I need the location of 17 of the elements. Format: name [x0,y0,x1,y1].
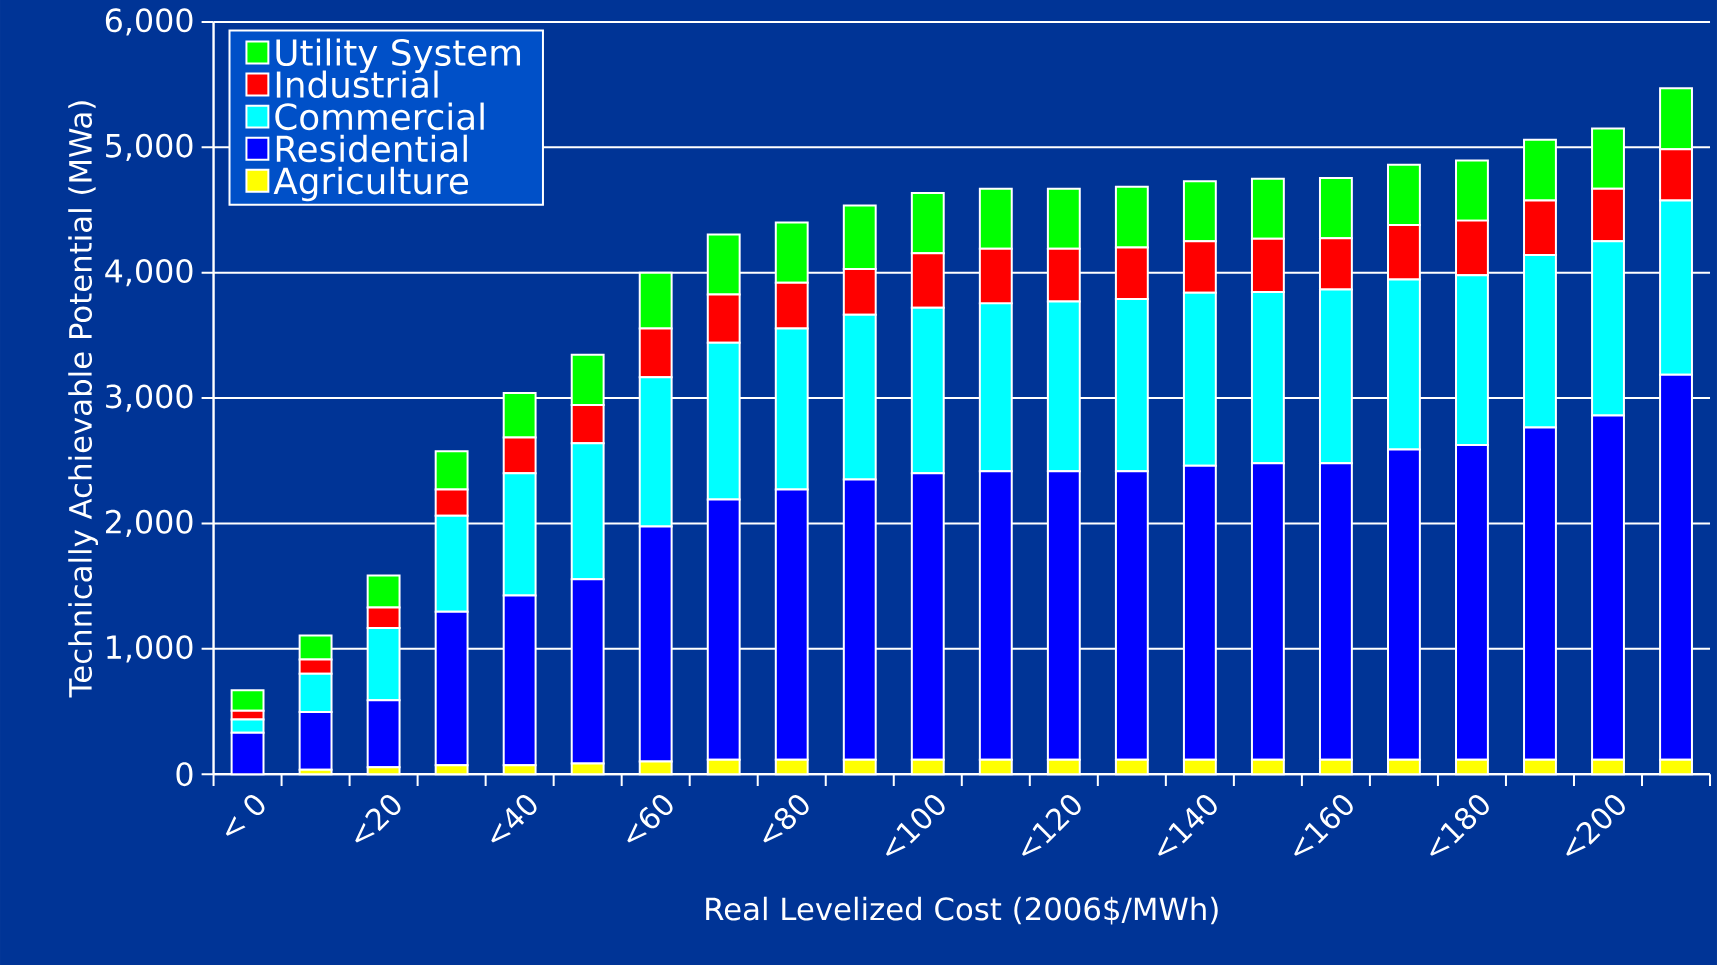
x-tick-label: < 0 [225,794,265,836]
x-axis-title: Real Levelized Cost (2006$/MWh) [706,896,1218,925]
y-tick-label: 6,000 [105,8,193,36]
y-tick-label: 5,000 [106,133,193,161]
y-axis-title: Technically Achievable Potential (MWa) [68,101,99,698]
legend-label: Commercial [275,102,484,130]
legend-label: Residential [276,134,467,163]
legend-label: Agriculture [273,166,468,202]
y-tick-label: 0 [176,761,193,786]
x-tick-label: <80 [763,794,809,843]
x-tick-label: <60 [627,794,673,843]
y-tick-label: 1,000 [107,634,193,663]
y-tick-label: 4,000 [105,258,193,287]
y-tick-label: 3,000 [106,384,193,412]
x-tick-label: <20 [355,794,401,843]
x-tick-label: <40 [491,794,537,843]
y-tick-label: 2,000 [105,509,193,537]
